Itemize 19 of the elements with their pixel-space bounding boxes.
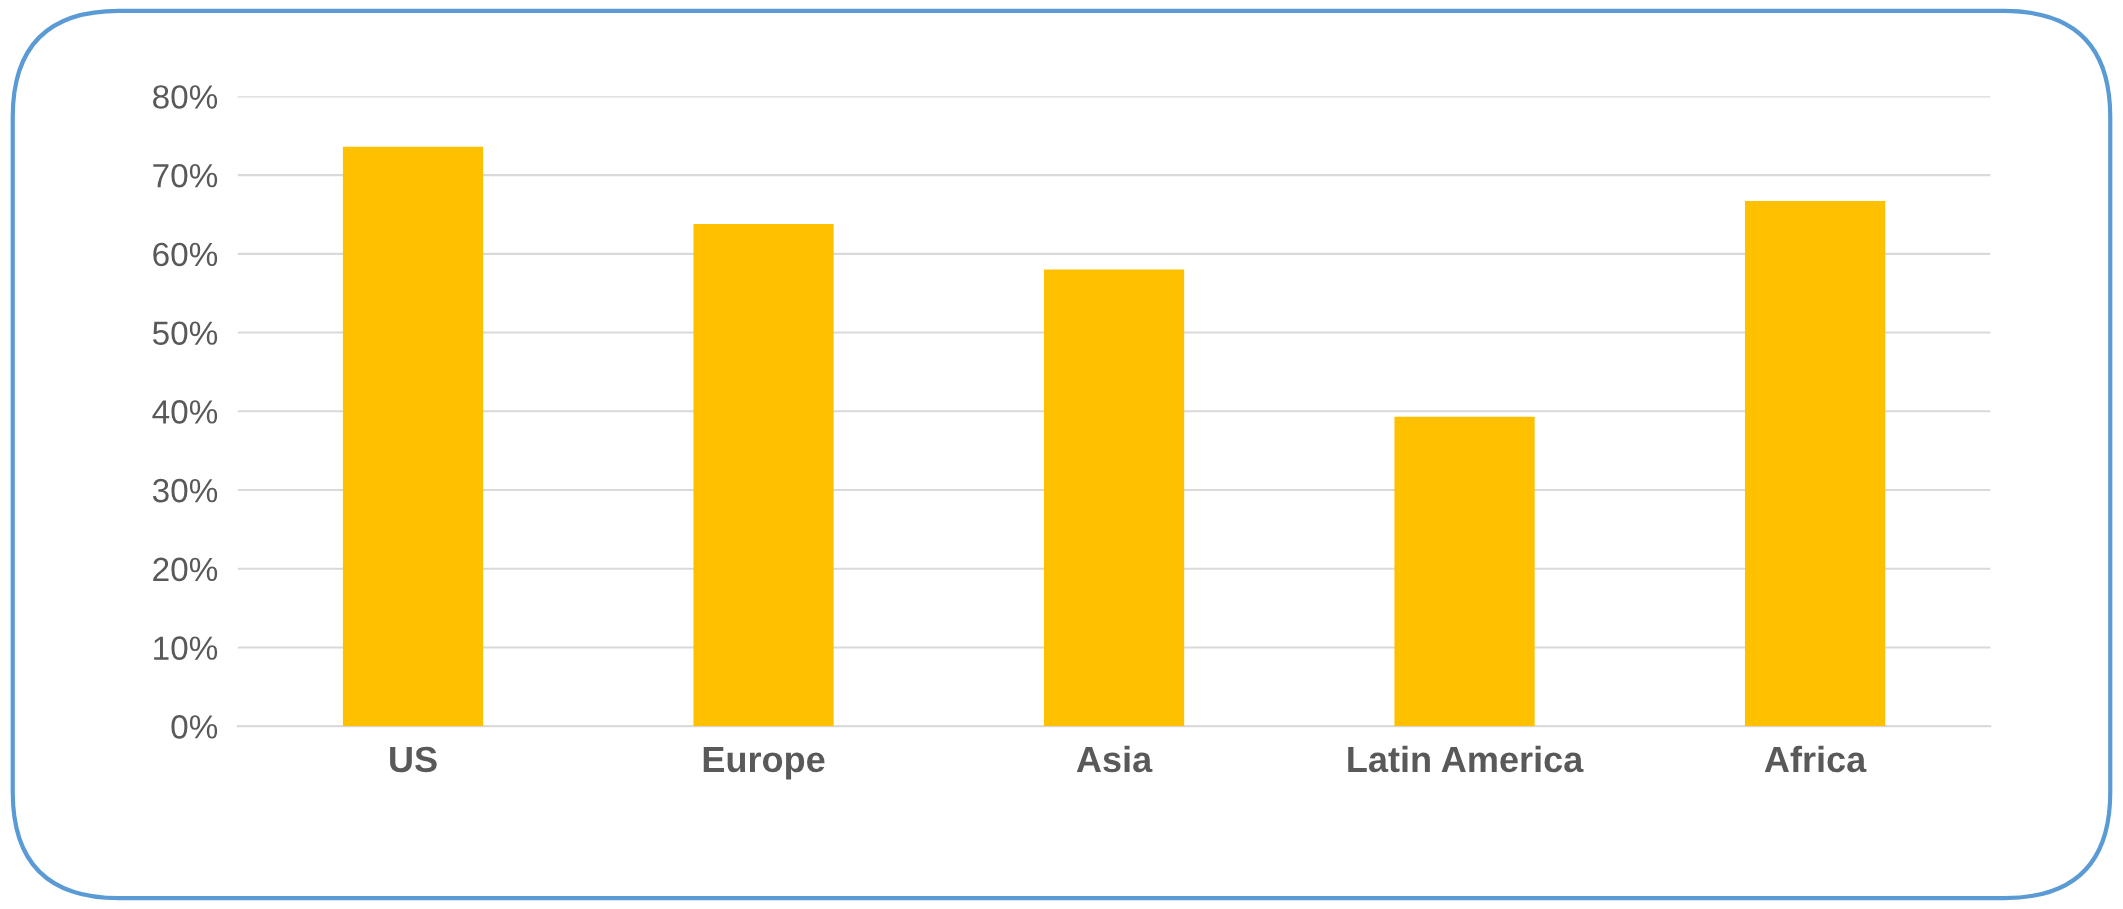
bar [1744,201,1886,727]
bar [1394,416,1535,727]
y-tick-label: 80% [153,85,218,109]
y-tick-label: 50% [152,321,218,345]
x-tick-label: Asia [1076,745,1153,773]
y-tick-label: 40% [152,400,218,424]
bar [342,146,484,727]
x-tick-label: Africa [1764,745,1867,773]
y-tick-label: 10% [154,636,218,660]
y-tick-label: 0% [171,715,218,739]
x-tick-label: US [390,746,437,773]
y-tick-label: 70% [153,163,218,188]
x-tick-label: Latin America [1348,745,1584,773]
bar [693,223,834,727]
y-tick-label: 30% [152,478,218,503]
bar [1043,269,1185,727]
y-tick-label: 60% [153,242,218,267]
x-tick-label: Europe [703,747,825,780]
y-tick-label: 20% [153,557,218,582]
